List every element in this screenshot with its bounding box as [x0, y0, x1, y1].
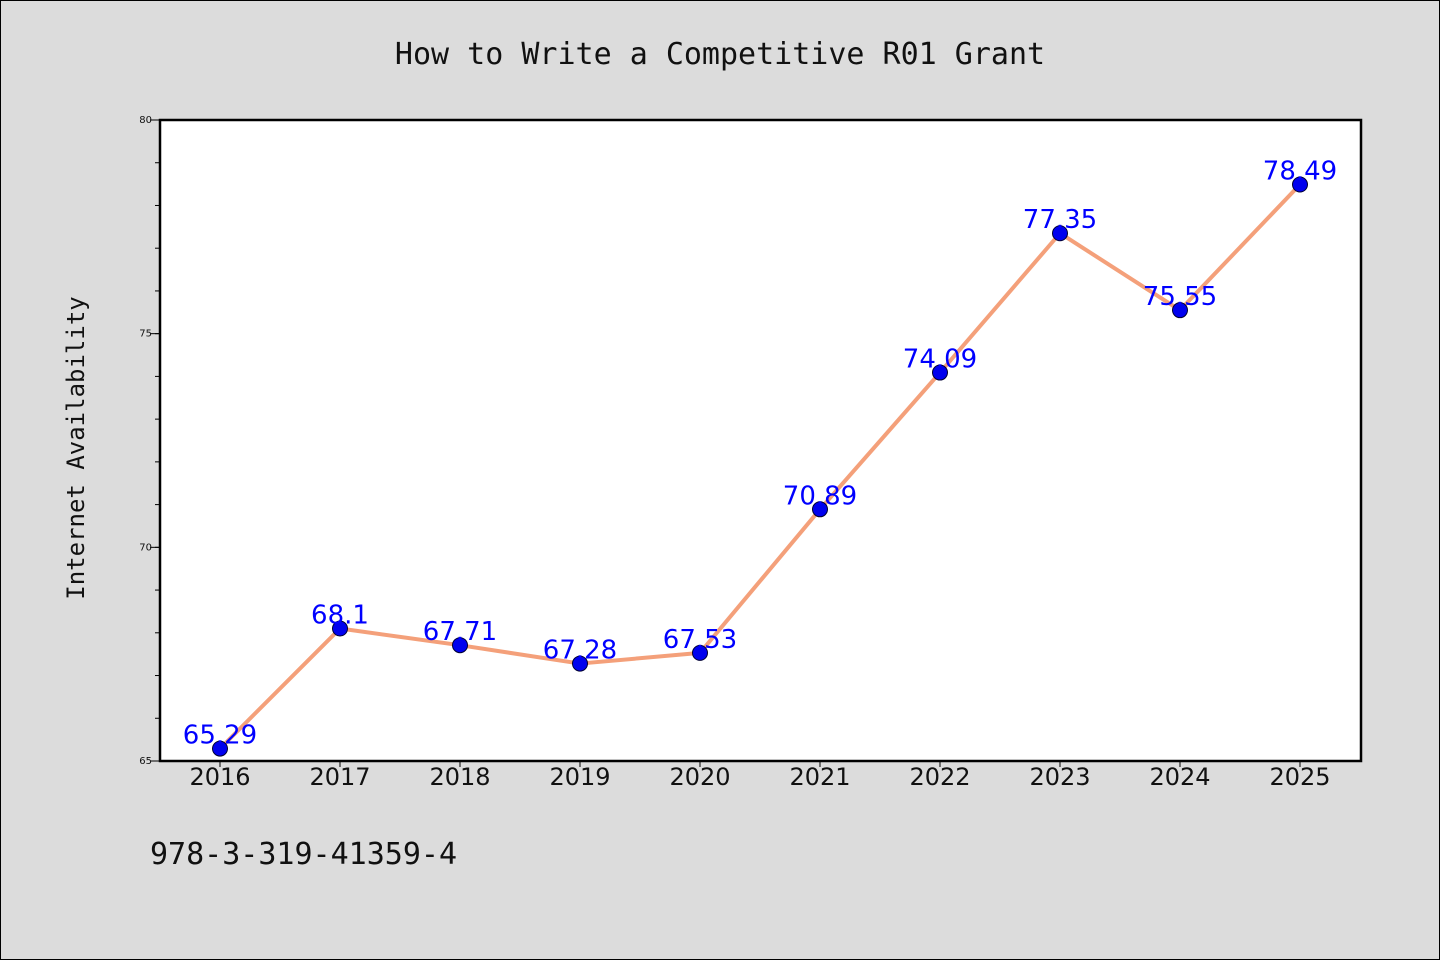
data-point-marker [692, 644, 708, 661]
data-labels: 65.29 68.1 67.71 67.28 67.53 70.89 74.09 77.35 7… [183, 157, 1337, 751]
data-point-marker [332, 620, 348, 637]
x-tick-label: 2019 [549, 763, 610, 791]
data-point-label: 74.09 [903, 345, 977, 375]
y-axis-ticks: 65 70 75 80 [139, 115, 160, 767]
series-line-group [218, 182, 1302, 751]
data-markers [212, 176, 1308, 757]
data-point-marker [452, 637, 468, 654]
data-point-label: 67.53 [663, 625, 737, 655]
data-point-marker [1292, 176, 1308, 193]
x-axis-ticks: 2016 2017 2018 2019 2020 2021 2022 2023 2024 2025 [189, 761, 1331, 791]
y-axis-label: Internet Availability [62, 296, 90, 599]
y-tick-label: 75 [139, 329, 152, 340]
data-point-marker [1052, 225, 1068, 242]
plot-area [158, 118, 1363, 763]
x-tick-label: 2023 [1029, 763, 1090, 791]
y-tick-label: 80 [139, 115, 152, 126]
y-tick-label: 70 [139, 542, 152, 553]
data-point-label: 67.28 [543, 636, 617, 666]
data-point-label: 78.49 [1263, 157, 1337, 187]
data-point-marker [932, 364, 948, 381]
x-tick-label: 2017 [309, 763, 370, 791]
footer-isbn: 978-3-319-41359-4 [150, 837, 457, 872]
data-point-marker [812, 501, 828, 518]
data-point-marker [212, 740, 228, 757]
data-point-label: 65.29 [183, 721, 257, 751]
x-tick-label: 2020 [669, 763, 730, 791]
x-tick-label: 2016 [189, 763, 250, 791]
x-tick-label: 2018 [429, 763, 490, 791]
data-point-marker [572, 655, 588, 672]
y-tick-label: 65 [139, 756, 152, 767]
x-tick-label: 2025 [1269, 763, 1330, 791]
data-point-label: 70.89 [783, 481, 857, 511]
data-point-marker [1172, 302, 1188, 319]
data-point-label: 75.55 [1143, 282, 1217, 312]
data-point-label: 68.1 [311, 601, 369, 631]
chart-title: How to Write a Competitive R01 Grant [395, 37, 1045, 72]
data-point-label: 77.35 [1023, 205, 1097, 235]
x-tick-label: 2021 [789, 763, 850, 791]
series-line [218, 182, 1302, 751]
x-tick-label: 2024 [1149, 763, 1210, 791]
data-point-label: 67.71 [423, 617, 497, 647]
x-tick-label: 2022 [909, 763, 970, 791]
